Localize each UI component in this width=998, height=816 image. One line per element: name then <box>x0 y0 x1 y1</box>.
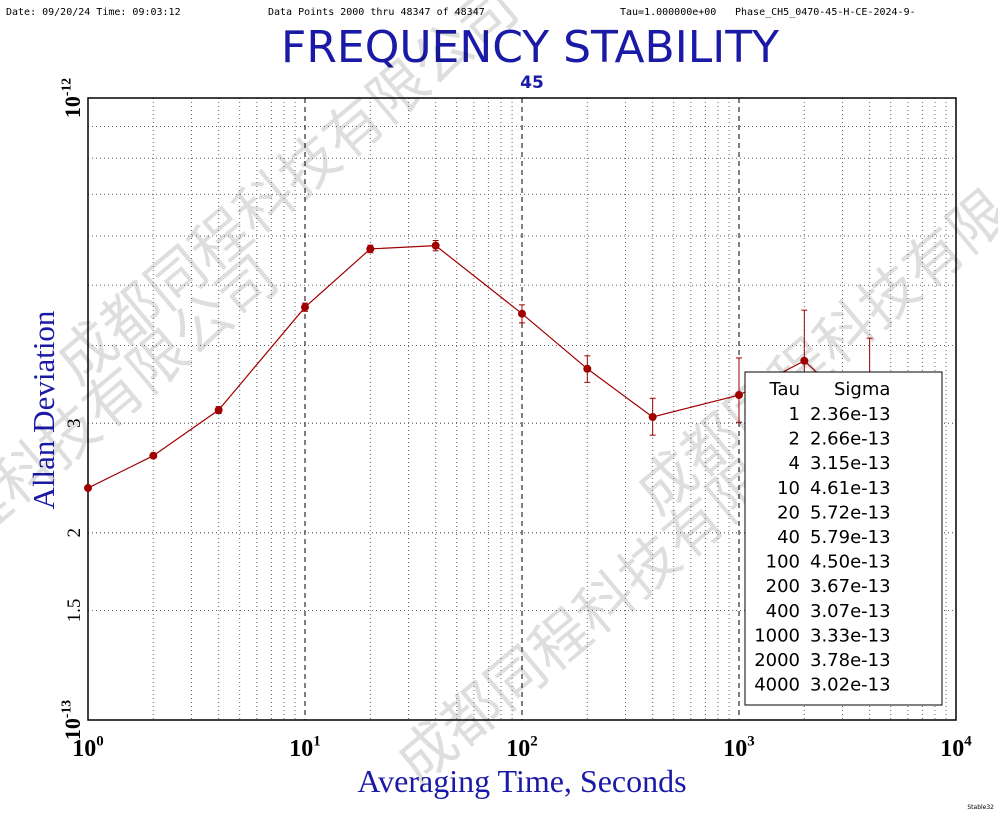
data-point <box>800 356 809 365</box>
y-tick-label: 10-12 <box>58 78 85 118</box>
legend-tau: 100 <box>766 552 800 573</box>
y-tick-label: 3 <box>64 418 85 428</box>
header-tau: Tau=1.000000e+00 <box>620 7 716 18</box>
legend-sigma: 3.67e-13 <box>810 576 891 597</box>
header-date: Date: 09/20/24 Time: 09:03:12 <box>6 7 181 18</box>
data-point <box>214 406 223 415</box>
x-tick-label: 101 <box>289 734 320 762</box>
legend-sigma: 3.02e-13 <box>810 675 891 696</box>
y-tick-label: 10-13 <box>58 700 85 740</box>
legend-tau: 4000 <box>754 675 800 696</box>
legend-header: Sigma <box>834 379 890 400</box>
legend-sigma: 2.66e-13 <box>810 429 891 450</box>
error-bar <box>736 357 742 423</box>
legend-sigma: 3.78e-13 <box>810 650 891 671</box>
legend-tau: 4 <box>789 453 800 474</box>
legend-tau: 40 <box>777 527 800 548</box>
x-tick-label: 102 <box>506 734 537 762</box>
data-point <box>84 484 92 493</box>
legend-tau: 10 <box>777 478 800 499</box>
legend-sigma: 3.15e-13 <box>810 453 891 474</box>
legend-tau: 2 <box>789 429 800 450</box>
x-tick-label: 100 <box>72 734 103 762</box>
legend-sigma: 5.79e-13 <box>810 527 891 548</box>
header-points: Data Points 2000 thru 48347 of 48347 <box>268 7 485 18</box>
legend-sigma: 3.33e-13 <box>810 625 891 646</box>
data-point <box>149 451 158 460</box>
data-point <box>431 241 440 250</box>
data-point <box>735 391 743 400</box>
legend-tau: 1 <box>789 404 800 425</box>
chart-subtitle: 45 <box>520 73 544 93</box>
legend-sigma: 4.50e-13 <box>810 552 891 573</box>
data-point <box>648 412 657 421</box>
legend-sigma: 3.07e-13 <box>810 601 891 622</box>
x-tick-label: 103 <box>723 734 754 762</box>
legend-tau: 1000 <box>754 625 800 646</box>
legend-sigma: 5.72e-13 <box>810 502 891 523</box>
data-point <box>366 244 375 253</box>
chart-title: FREQUENCY STABILITY <box>281 22 779 73</box>
legend-tau: 400 <box>766 601 800 622</box>
x-tick-label: 104 <box>940 734 972 762</box>
data-point <box>301 303 309 312</box>
legend-header: Tau <box>769 379 800 400</box>
legend-tau: 200 <box>766 576 800 597</box>
legend-tau: 2000 <box>754 650 800 671</box>
y-tick-label: 1.5 <box>64 599 85 623</box>
legend-box <box>744 371 943 706</box>
legend-tau: 20 <box>777 502 800 523</box>
x-axis-label: Averaging Time, Seconds <box>357 763 686 799</box>
plot-frame <box>87 97 957 721</box>
data-point <box>583 364 592 373</box>
data-point <box>518 309 526 318</box>
header-file: Phase_CH5_0470-45-H-CE-2024-9- <box>735 7 916 18</box>
y-axis-label: Allan Deviation <box>26 310 61 509</box>
legend-sigma: 2.36e-13 <box>810 404 891 425</box>
legend-sigma: 4.61e-13 <box>810 478 891 499</box>
corner-note: Stable32 <box>967 804 994 811</box>
y-tick-label: 2 <box>64 528 85 538</box>
